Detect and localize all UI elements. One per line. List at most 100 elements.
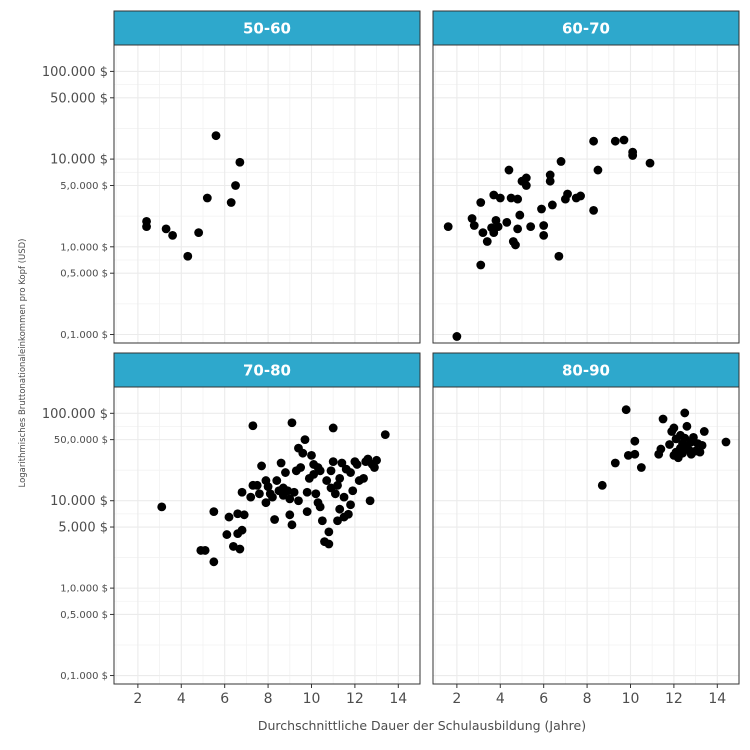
data-point	[268, 492, 277, 502]
data-point	[699, 427, 709, 436]
data-point	[200, 546, 210, 555]
y-tick-label: 5,0.000 $	[60, 181, 108, 192]
x-tick-label: 14	[708, 691, 726, 707]
data-point	[545, 176, 555, 186]
data-point	[348, 486, 358, 496]
data-point	[526, 222, 536, 231]
data-point	[298, 448, 308, 458]
data-point	[231, 181, 240, 190]
data-point	[168, 230, 177, 240]
x-tick-label: 2	[452, 691, 461, 707]
data-point	[506, 193, 516, 203]
x-tick-label: 6	[539, 691, 548, 707]
data-point	[328, 423, 338, 433]
data-point	[272, 476, 282, 485]
data-point	[545, 170, 555, 180]
data-point	[183, 251, 193, 261]
strip-background	[113, 10, 421, 46]
data-point	[636, 463, 646, 472]
data-point	[365, 496, 375, 506]
data-point	[335, 504, 345, 514]
data-point	[697, 440, 707, 450]
data-point	[233, 509, 243, 519]
data-point	[610, 136, 620, 146]
y-tick-label: 100.000 $	[42, 407, 108, 422]
data-point	[380, 430, 390, 440]
y-tick-label: 10.000 $	[50, 494, 108, 509]
data-point	[311, 489, 321, 499]
data-point	[515, 210, 525, 220]
data-point	[337, 458, 347, 468]
y-tick-label: 0,5.000 $	[60, 269, 108, 280]
data-point	[239, 510, 249, 520]
data-point	[539, 221, 549, 230]
y-tick-label: 10.000 $	[50, 153, 108, 168]
data-point	[656, 444, 666, 454]
data-point	[209, 507, 219, 517]
data-point	[281, 468, 290, 477]
data-point	[261, 498, 271, 508]
data-point	[521, 181, 531, 190]
data-point	[346, 468, 355, 477]
data-point	[289, 487, 299, 497]
x-tick-label: 12	[346, 691, 364, 707]
data-point	[359, 474, 368, 483]
strip-background	[113, 352, 421, 388]
data-point	[589, 206, 598, 215]
x-tick-label: 4	[177, 691, 186, 707]
data-point	[547, 200, 557, 210]
y-tick-label: 1,0.000 $	[60, 584, 108, 595]
strip-label: 50-60	[243, 20, 291, 38]
strip-background	[432, 10, 740, 46]
data-point	[300, 435, 310, 445]
data-point	[237, 487, 247, 497]
data-point	[623, 450, 633, 460]
data-point	[597, 480, 607, 490]
data-point	[235, 157, 245, 167]
data-point	[302, 487, 312, 497]
strip-background	[432, 352, 740, 388]
y-tick-label: 0,1.000 $	[60, 330, 108, 341]
data-point	[630, 449, 640, 459]
data-point	[619, 135, 629, 145]
data-point	[157, 502, 167, 512]
data-point	[333, 516, 342, 526]
data-point	[513, 224, 523, 234]
panel-80-90: 80-90 2 4 6 8 10 12 14	[432, 352, 740, 707]
data-point	[476, 260, 486, 270]
data-point	[315, 466, 325, 476]
x-tick-label: 8	[583, 691, 592, 707]
data-point	[346, 500, 355, 510]
data-point	[576, 191, 585, 201]
data-point	[537, 204, 546, 214]
data-point	[669, 423, 679, 433]
data-point	[495, 193, 505, 203]
data-point	[678, 448, 687, 458]
y-tick-label: 5.000 $	[58, 521, 108, 536]
data-point	[478, 228, 488, 238]
data-point	[593, 165, 603, 175]
x-tick-label: 6	[220, 691, 229, 707]
data-point	[202, 193, 212, 203]
x-tick-label: 10	[303, 691, 321, 707]
data-point	[513, 194, 523, 204]
data-point	[324, 527, 334, 537]
data-point	[370, 463, 379, 472]
data-point	[343, 509, 353, 519]
data-point	[142, 222, 151, 231]
x-tick-label: 14	[389, 691, 407, 707]
panel-border	[113, 386, 421, 685]
data-point	[309, 470, 319, 479]
data-point	[645, 158, 655, 168]
data-point	[287, 418, 297, 428]
data-point	[482, 237, 492, 246]
data-point	[721, 437, 731, 447]
data-point	[257, 461, 266, 471]
data-point	[539, 230, 549, 240]
data-point	[326, 466, 336, 476]
data-point	[330, 489, 340, 499]
data-point	[339, 492, 349, 502]
y-tick-label: 0,5.000 $	[60, 610, 108, 621]
data-point	[589, 136, 598, 146]
data-point	[255, 489, 264, 499]
